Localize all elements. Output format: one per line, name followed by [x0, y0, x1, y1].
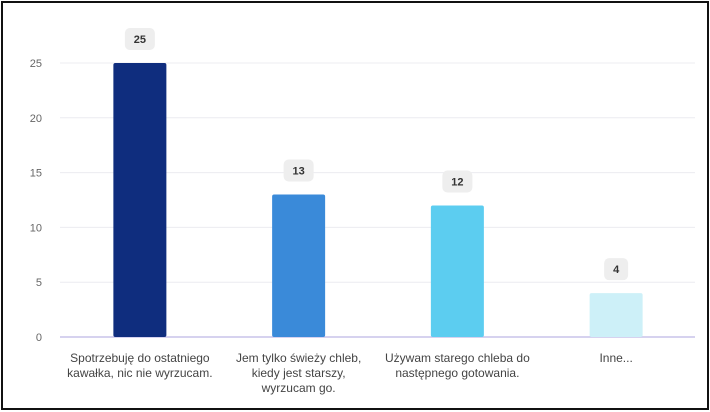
category-label: Inne... — [599, 351, 632, 365]
category-labels: Spotrzebuję do ostatniego kawałka, nic ni… — [67, 351, 633, 395]
bar-1 — [113, 63, 167, 337]
data-label: 25 — [134, 34, 146, 46]
y-tick-label: 25 — [30, 58, 42, 70]
category-label: Jem tylko świeży chleb, kiedy jest starsz… — [236, 351, 361, 395]
data-label: 13 — [293, 166, 305, 178]
category-label: Spotrzebuję do ostatniego kawałka, nic ni… — [67, 351, 212, 380]
y-tick-label: 20 — [30, 113, 42, 125]
y-tick-label: 5 — [36, 277, 42, 289]
data-label-badge — [604, 258, 629, 281]
bars — [113, 63, 643, 337]
bar-3 — [430, 205, 484, 337]
bar-4 — [589, 293, 643, 337]
bar-2 — [272, 194, 326, 337]
y-axis-ticks: 0 5 10 15 20 25 — [30, 58, 42, 344]
data-label-badge — [283, 159, 314, 182]
data-labels: 25 13 12 4 — [124, 28, 629, 281]
y-tick-label: 15 — [30, 168, 42, 180]
y-tick-label: 0 — [36, 332, 42, 344]
category-label: Używam starego chleba do następnego gotow… — [385, 351, 530, 380]
data-label-badge — [442, 170, 473, 193]
data-label-badge — [124, 28, 155, 50]
y-tick-label: 10 — [30, 222, 42, 234]
data-label: 12 — [451, 176, 463, 188]
data-label: 4 — [613, 264, 620, 276]
